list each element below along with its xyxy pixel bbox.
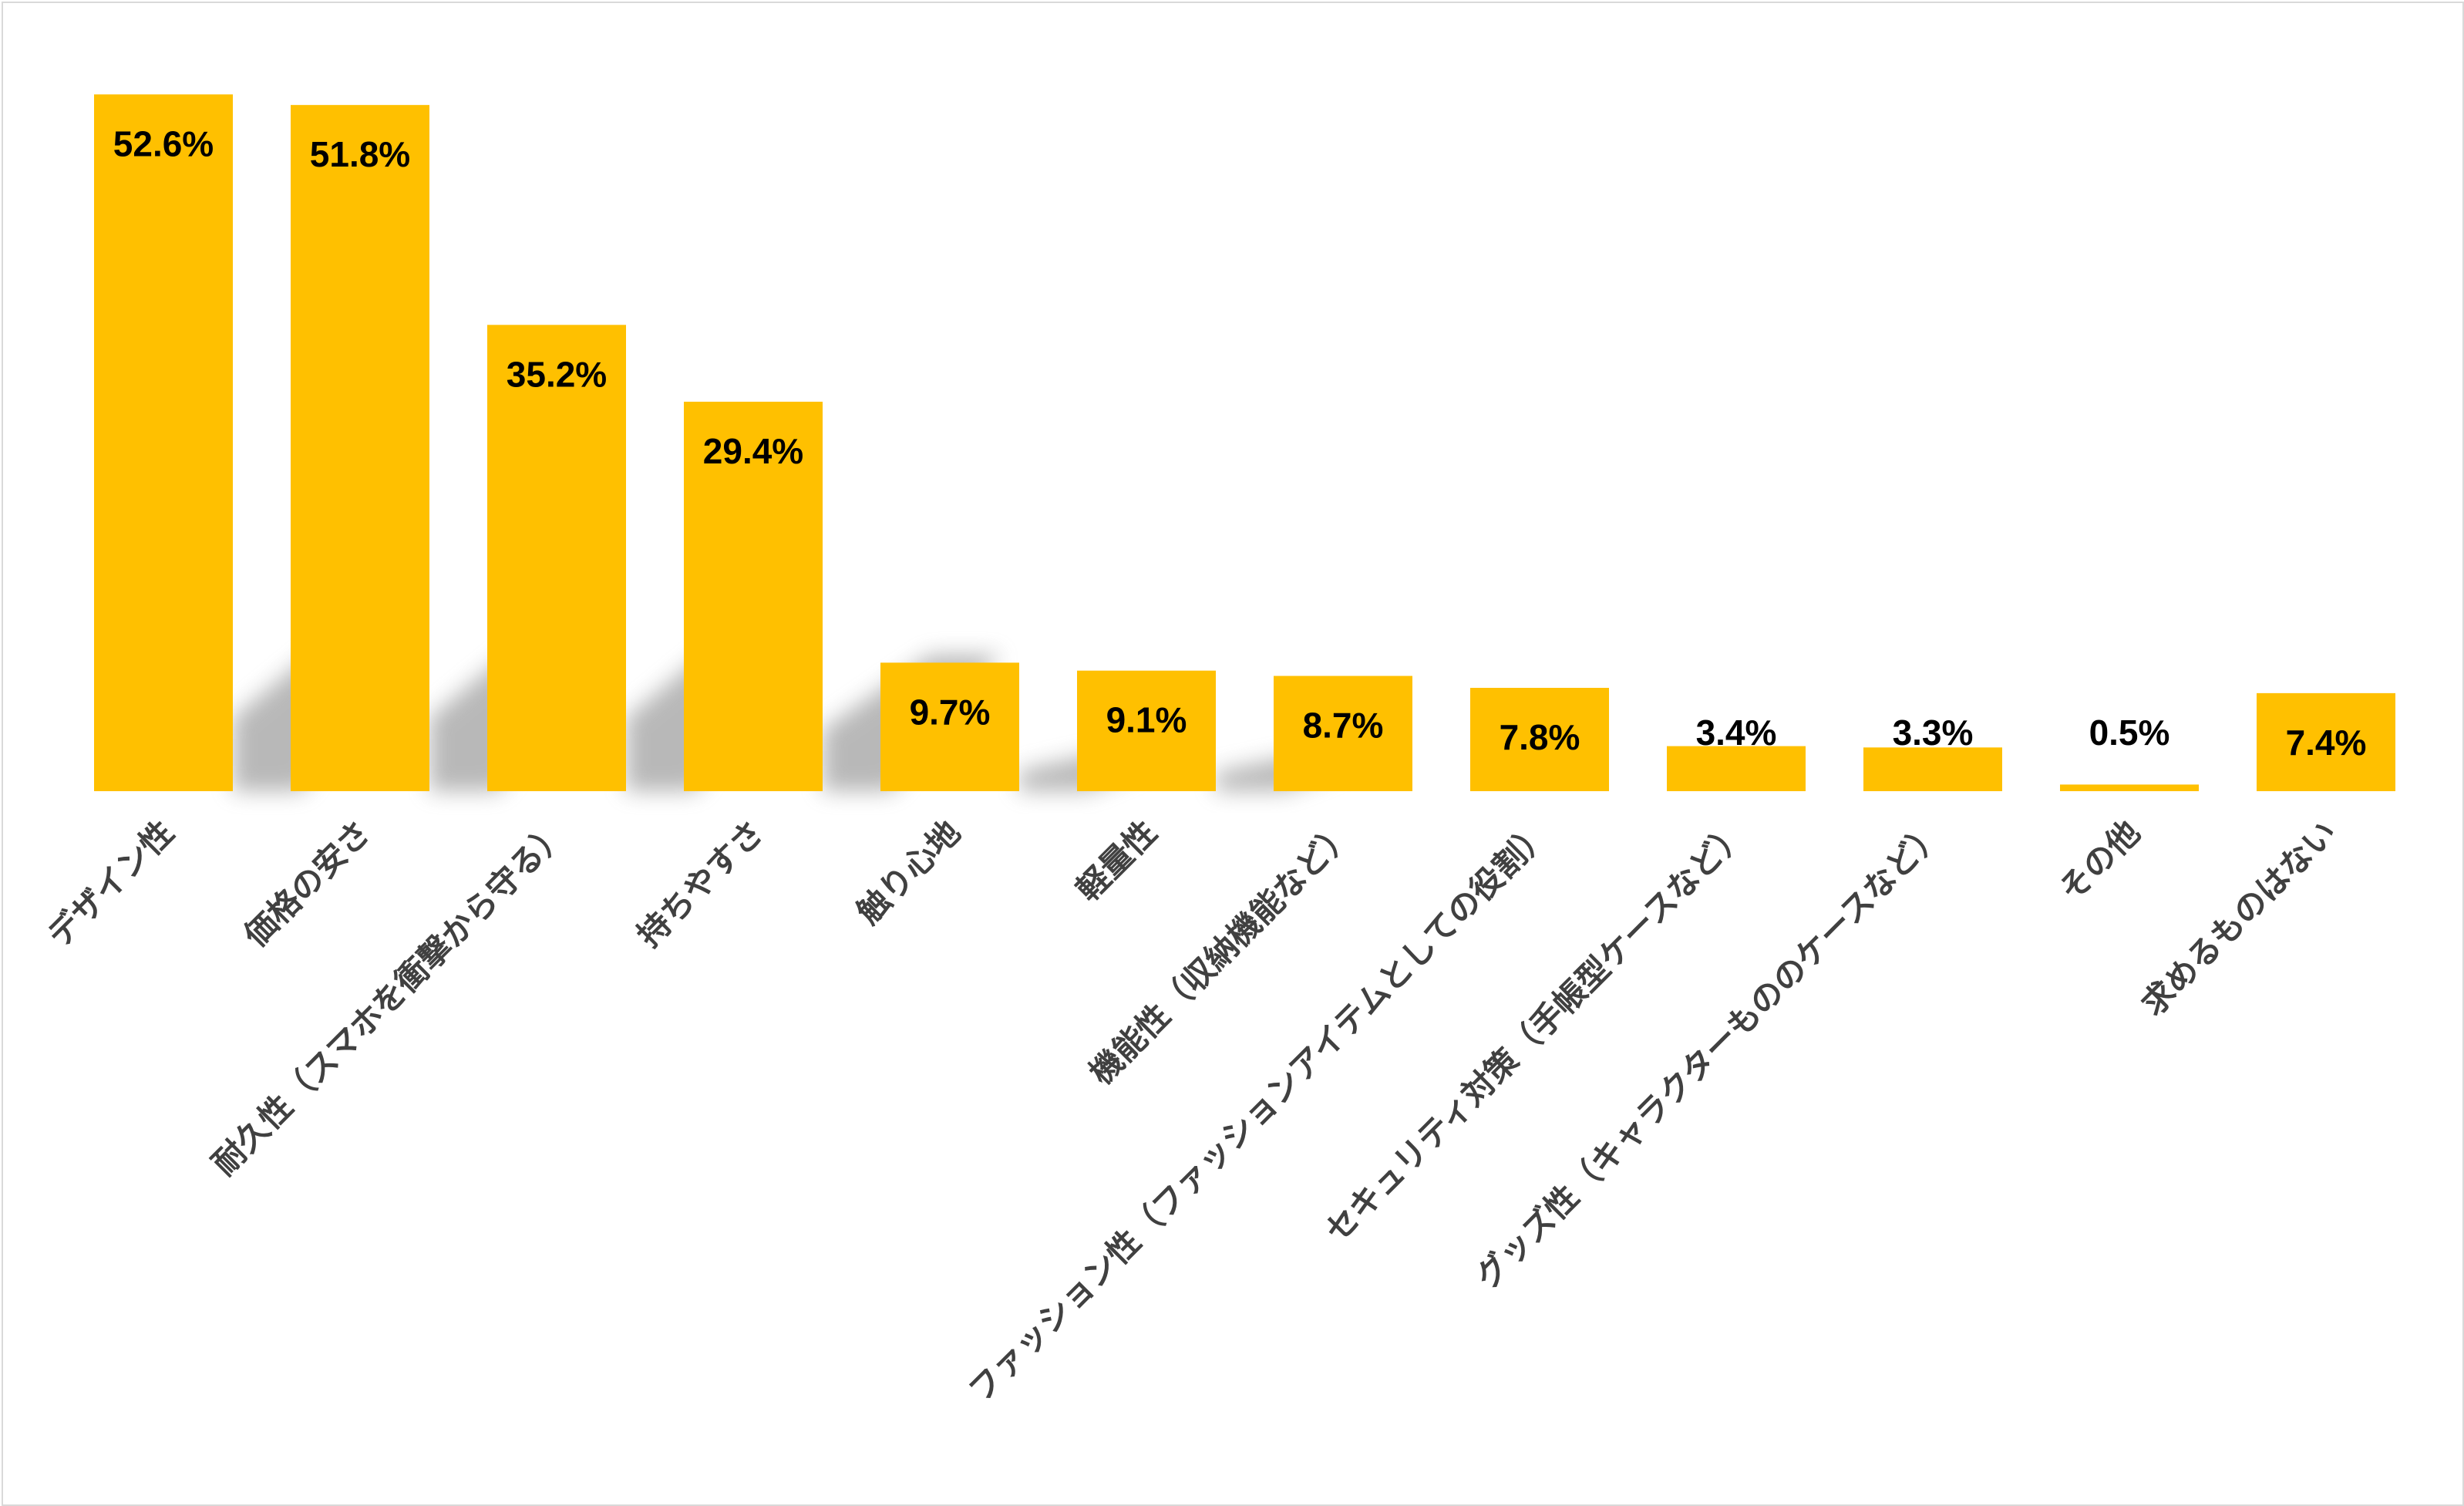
bar	[1470, 688, 1609, 791]
bar-value-label: 35.2%	[507, 354, 607, 394]
category-label: 持ちやすさ	[630, 813, 771, 954]
bar	[1863, 747, 2002, 791]
category-label: 触り心地	[850, 813, 968, 931]
bar	[1667, 746, 1806, 791]
bar	[94, 94, 233, 791]
category-label: 耐久性（スマホを衝撃から守る）	[205, 813, 574, 1182]
bar-value-label: 7.4%	[2286, 723, 2367, 763]
bar-value-label: 51.8%	[310, 134, 410, 174]
bar-value-label: 9.7%	[910, 692, 991, 732]
value-labels: 52.6% 51.8% 35.2% 29.4% 9.7% 9.1% 8.7% 7.8% 3.4%…	[113, 123, 2367, 762]
bar-chart: 52.6% 51.8% 35.2% 29.4% 9.7% 9.1% 8.7% 7.8% 3.4%…	[40, 94, 2395, 1410]
category-label: 価格の安さ	[236, 813, 378, 955]
category-label: 求めるものはない	[2134, 813, 2344, 1023]
bar-value-label: 0.5%	[2089, 713, 2170, 753]
bar	[487, 325, 626, 791]
category-label: セキュリティ対策（手帳型ケースなど）	[1318, 813, 1754, 1249]
category-label: その他	[2052, 813, 2147, 908]
bar-value-label: 3.4%	[1696, 713, 1777, 753]
bar	[2257, 692, 2395, 791]
bar	[684, 401, 823, 791]
bar	[1274, 676, 1412, 791]
category-label: グッズ性（キャラクターもののケースなど）	[1468, 813, 1951, 1295]
bar	[2060, 784, 2199, 791]
bar	[1077, 670, 1216, 791]
bar-value-label: 52.6%	[113, 123, 214, 163]
bar-value-label: 3.3%	[1893, 713, 1974, 753]
category-label: デザイン性	[40, 813, 181, 954]
bar	[880, 662, 1019, 791]
bar-value-label: 7.8%	[1500, 717, 1580, 757]
bar-value-label: 8.7%	[1303, 706, 1384, 746]
category-label: 軽量性	[1069, 813, 1164, 908]
bar-value-label: 29.4%	[703, 431, 803, 471]
bar-value-label: 9.1%	[1106, 700, 1187, 740]
bars	[94, 94, 2395, 791]
bar	[291, 105, 429, 791]
